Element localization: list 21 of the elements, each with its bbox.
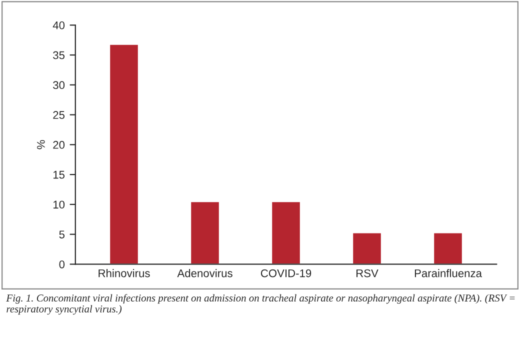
y-tick-label: 40 [52,21,65,30]
y-tick-label: 25 [53,111,65,119]
y-tick-label: 0 [59,260,65,268]
bar [270,200,302,264]
bar [432,232,464,264]
x-tick-label: Parainfluenza [414,269,482,278]
caption: Fig. 1. Concomitant viral infections present on admission on tracheal aspirate or nasopharyngeal aspirate (NPA). (RSV = respiratory syncytial virus.) [6,294,515,315]
y-tick-label: 30 [53,81,65,90]
y-tick-label: 20 [53,140,65,149]
x-tick-label: RSV [356,269,378,278]
y-tick-label: 15 [53,170,65,179]
y-tick-label: 5 [59,230,65,238]
y-axis-title: % [37,140,45,150]
bar [190,200,220,264]
x-tick-label: Adenovirus [177,269,232,278]
x-tick-label: Rhinovirus [98,269,150,278]
bar [108,44,140,264]
y-tick-label: 10 [53,200,65,209]
x-tick-label: COVID-19 [260,269,312,278]
y-tick-label: 35 [53,51,65,60]
bar [352,232,382,264]
